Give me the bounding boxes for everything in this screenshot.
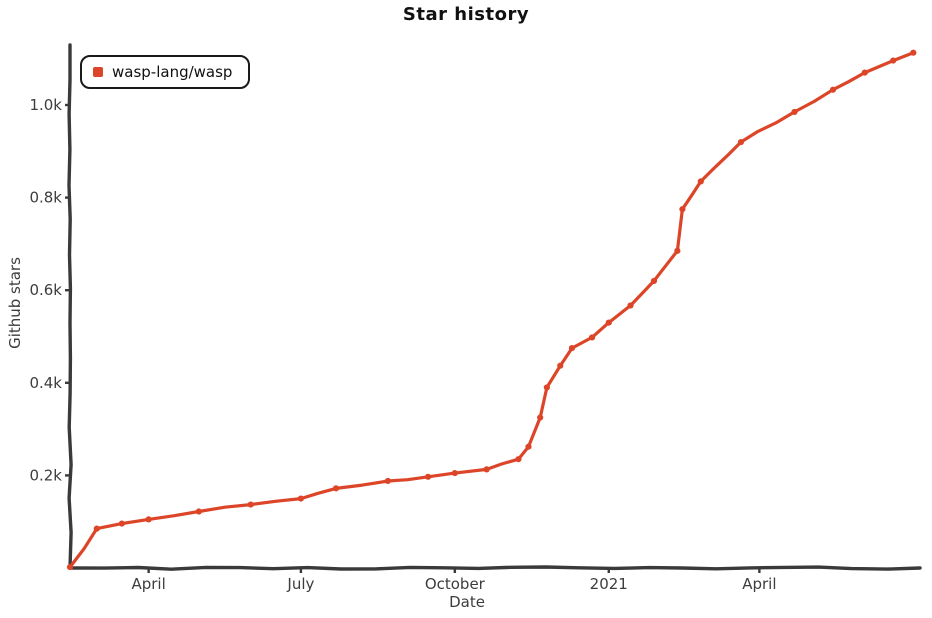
y-tick-label: 0.4k [29,374,62,392]
data-point-dot [483,466,490,473]
data-point-dot [247,501,254,508]
data-point-dot [890,57,897,64]
data-point-dot [537,414,544,421]
x-tick-label: April [742,575,776,593]
data-point-dot [384,477,392,485]
data-point-dot [674,247,681,254]
y-axis-label: Github stars [6,257,24,349]
data-point-dot [195,508,202,515]
x-axis-label: Date [449,593,485,611]
legend-series-marker-icon [93,67,103,77]
data-point-dot [145,516,152,523]
y-tick-label: 0.2k [29,466,62,484]
chart-title: Star history [402,4,530,25]
legend: wasp-lang/wasp [80,55,251,89]
y-tick-label: 0.8k [29,189,62,207]
data-point-dot [93,525,100,532]
data-point-dot [332,485,340,492]
data-point-dot [525,443,532,450]
data-point-dot [543,384,550,391]
data-point-dot [605,319,612,326]
data-point-dot [588,334,596,341]
data-point-dot [679,206,686,213]
data-point-dot [861,69,868,76]
data-point-dot [791,108,798,116]
data-point-dot [650,277,658,285]
legend-series-label: wasp-lang/wasp [112,63,233,81]
y-tick-label: 0.6k [29,281,62,299]
data-point-dot [297,495,305,502]
data-point-dot [737,138,745,146]
data-point-dot [451,469,458,477]
data-point-dot [515,456,522,463]
y-tick-label: 1.0k [29,96,62,114]
data-point-dot [627,302,634,309]
x-tick-label: 2021 [590,575,628,593]
x-tick-label: April [131,575,165,593]
x-tick-label: July [286,575,314,593]
data-point-dot [557,362,564,369]
data-point-dot [568,344,576,352]
series-line [68,51,915,569]
data-point-dot [910,49,917,56]
data-point-dot [829,86,837,93]
data-point-dot [697,178,704,185]
y-axis-line [67,43,73,570]
data-point-dot [66,563,74,571]
x-axis-line [68,565,922,571]
x-tick-label: October [425,575,486,593]
data-point-dot [118,520,125,527]
data-point-dot [424,473,432,480]
